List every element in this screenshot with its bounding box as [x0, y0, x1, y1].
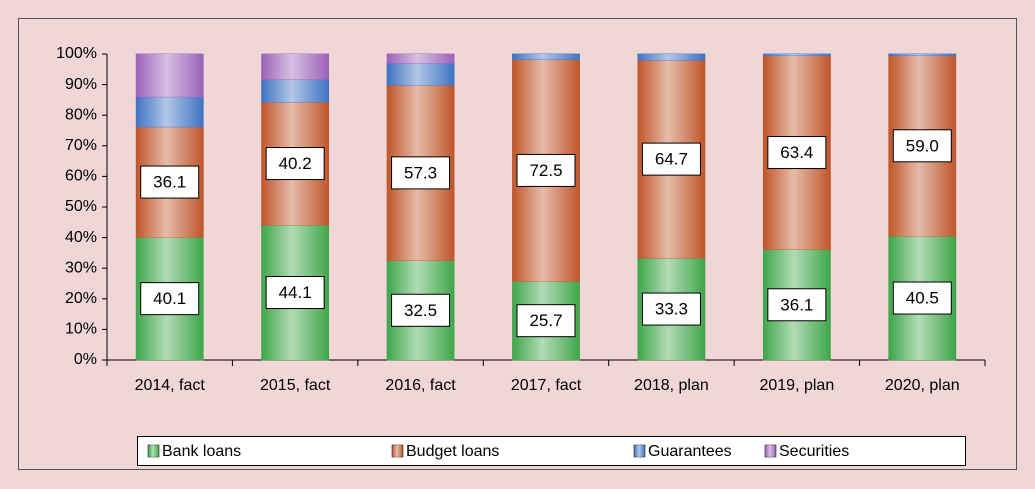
data-label: 72.5: [529, 161, 562, 180]
bar-sheen: [888, 54, 956, 56]
data-label: 59.0: [906, 136, 939, 155]
bar-sheen: [387, 54, 455, 64]
data-label-box: [265, 147, 325, 181]
data-label: 40.5: [906, 289, 939, 308]
y-tick-label: 30%: [65, 259, 97, 276]
legend-swatch-sheen: [634, 445, 645, 457]
frame: [18, 18, 1017, 470]
x-tick-label: 2017, fact: [511, 377, 582, 394]
data-label-box: [892, 281, 952, 315]
y-tick-label: 90%: [65, 76, 97, 93]
data-label: 63.4: [780, 143, 813, 162]
data-label-box: [892, 129, 952, 163]
x-tick-label: 2014, fact: [135, 377, 206, 394]
y-tick-label: 0%: [74, 351, 97, 368]
y-tick-label: 10%: [65, 321, 97, 338]
legend-swatch-sheen: [765, 445, 776, 457]
y-tick-label: 60%: [65, 168, 97, 185]
bar-sheen: [637, 54, 705, 61]
data-label-box: [265, 276, 325, 310]
data-label: 57.3: [404, 163, 437, 182]
x-tick-label: 2015, fact: [260, 377, 331, 394]
legend-label: Guarantees: [648, 443, 732, 460]
bar-sheen: [136, 96, 204, 127]
legend-swatch-sheen: [392, 445, 403, 457]
x-tick-label: 2019, plan: [759, 377, 834, 394]
data-label: 36.1: [153, 173, 186, 192]
y-tick-label: 40%: [65, 229, 97, 246]
legend-label: Budget loans: [406, 443, 499, 460]
legend-label: Securities: [779, 443, 849, 460]
y-tick-label: 100%: [56, 45, 97, 62]
data-label-box: [641, 142, 701, 176]
data-label-box: [767, 288, 827, 322]
data-label: 40.2: [279, 154, 312, 173]
data-label: 32.5: [404, 301, 437, 320]
bar-sheen: [512, 54, 580, 60]
legend-swatch-sheen: [148, 445, 159, 457]
data-label: 36.1: [780, 295, 813, 314]
data-label: 44.1: [279, 283, 312, 302]
data-label-box: [391, 293, 451, 327]
data-label-box: [516, 304, 576, 338]
legend-box: [137, 436, 966, 466]
data-label-box: [767, 136, 827, 170]
y-tick-label: 70%: [65, 137, 97, 154]
y-tick-label: 50%: [65, 198, 97, 215]
data-label-box: [140, 165, 200, 199]
data-label-box: [391, 156, 451, 190]
x-tick-label: 2020, plan: [885, 377, 960, 394]
data-label: 40.1: [153, 289, 186, 308]
data-label: 33.3: [655, 300, 688, 319]
data-label: 25.7: [529, 311, 562, 330]
legend-label: Bank loans: [162, 443, 241, 460]
x-tick-label: 2016, fact: [385, 377, 456, 394]
y-tick-label: 20%: [65, 290, 97, 307]
bar-sheen: [136, 54, 204, 97]
data-label-box: [140, 282, 200, 316]
bar-sheen: [763, 54, 831, 56]
data-label-box: [641, 292, 701, 326]
y-tick-label: 80%: [65, 106, 97, 123]
data-label-box: [516, 153, 576, 187]
x-tick-label: 2018, plan: [634, 377, 709, 394]
bar-sheen: [387, 63, 455, 86]
bar-sheen: [261, 54, 329, 80]
bar-sheen: [261, 79, 329, 103]
data-label: 64.7: [655, 150, 688, 169]
